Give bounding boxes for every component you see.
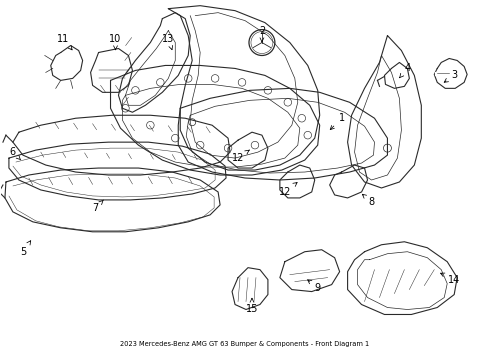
Text: 6: 6: [10, 147, 21, 160]
Text: 15: 15: [246, 298, 258, 315]
Text: 12: 12: [279, 183, 297, 197]
Text: 5: 5: [20, 241, 31, 257]
Text: 2: 2: [259, 26, 265, 42]
Text: 10: 10: [109, 33, 122, 50]
Text: 13: 13: [162, 33, 174, 50]
Text: 12: 12: [232, 150, 249, 163]
Text: 8: 8: [362, 194, 374, 207]
Text: 2023 Mercedes-Benz AMG GT 63 Bumper & Components - Front Diagram 1: 2023 Mercedes-Benz AMG GT 63 Bumper & Co…: [121, 341, 369, 347]
Text: 4: 4: [400, 63, 411, 78]
Text: 11: 11: [56, 33, 72, 50]
Text: 14: 14: [441, 273, 460, 285]
Text: 9: 9: [308, 280, 321, 293]
Text: 3: 3: [444, 71, 457, 82]
Text: 7: 7: [93, 200, 103, 213]
Text: 1: 1: [330, 113, 344, 130]
